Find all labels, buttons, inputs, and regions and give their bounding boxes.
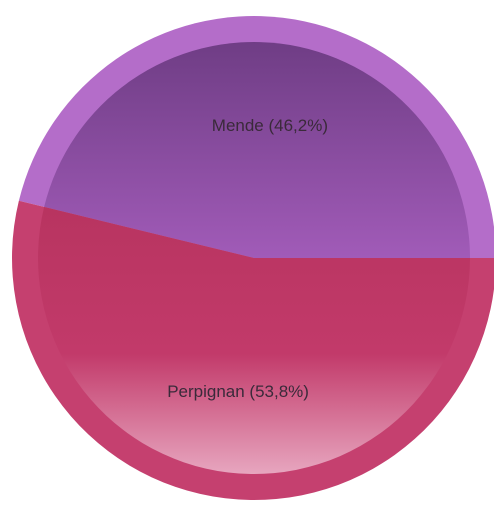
pie-slice-label-perpignan: Perpignan (53,8%)	[167, 382, 309, 401]
pie-slice-label-mende: Mende (46,2%)	[212, 116, 328, 135]
pie-slice-mende[interactable]	[44, 42, 470, 258]
pie-slice-perpignan[interactable]	[38, 206, 471, 475]
